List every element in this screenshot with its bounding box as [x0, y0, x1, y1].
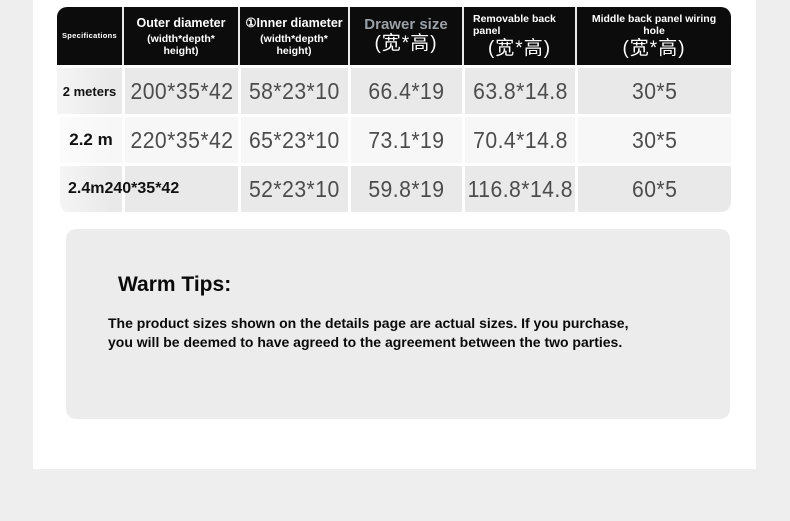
table-cell: 200*35*42 [122, 68, 238, 114]
column-header-sub: (宽*高) [487, 38, 552, 59]
cell-value: 220*35*42 [129, 126, 233, 153]
column-header-label: ①Inner diameter [245, 15, 343, 30]
table-row-spec-cell: 2 meters [57, 68, 122, 114]
column-header-label: Removable back panel [473, 13, 556, 37]
cell-value: 52*23*10 [249, 175, 340, 202]
cell-value: 63.8*14.8 [472, 77, 568, 104]
column-header-sub: (宽*高) [622, 38, 686, 59]
header-cell-inner-diameter: ①Inner diameter (width*depth* height) [238, 7, 348, 65]
column-header-label: Specifications [61, 31, 118, 40]
column-header-label: Outer diameter [136, 15, 226, 30]
table-cell: 59.8*19 [348, 166, 462, 212]
spec-label: 2.4m240*35*42 [60, 166, 179, 212]
table-row-spec-cell: 2.2 m [57, 117, 122, 163]
cell-value: 66.4*19 [368, 77, 445, 104]
column-header-sub: (宽*高) [374, 33, 438, 54]
cell-value: 70.4*14.8 [472, 126, 568, 153]
column-header-sub: (width*depth* height) [260, 32, 328, 57]
header-cell-wiring-hole: Middle back panel wiring hole (宽*高) [575, 7, 731, 65]
table-cell: 60*5 [575, 166, 731, 212]
table-cell: 30*5 [575, 68, 731, 114]
table-cell: 30*5 [575, 117, 731, 163]
warm-tips-title: Warm Tips: [118, 273, 232, 296]
cell-value: 65*23*10 [249, 126, 340, 153]
cell-value: 116.8*14.8 [467, 175, 573, 202]
column-header-sub: (width*depth* height) [147, 32, 215, 57]
column-header-label: Middle back panel wiring hole [591, 13, 717, 37]
header-cell-outer-diameter: Outer diameter (width*depth* height) [122, 7, 238, 65]
table-cell: 70.4*14.8 [462, 117, 575, 163]
cell-value: 30*5 [631, 77, 678, 104]
header-cell-removable-back-panel: Removable back panel (宽*高) [462, 7, 575, 65]
table-cell: 220*35*42 [122, 117, 238, 163]
cell-value: 73.1*19 [368, 126, 445, 153]
cell-value: 60*5 [631, 175, 678, 202]
spec-label: 2.2 m [60, 117, 122, 163]
table-row-spec-cell: 2.4m240*35*42 [57, 166, 179, 212]
spec-label: 2 meters [57, 68, 122, 114]
specification-table: Specifications Outer diameter (width*dep… [57, 7, 731, 212]
header-cell-specifications: Specifications [57, 7, 122, 65]
table-cell: 52*23*10 [238, 166, 348, 212]
warm-tips-body: The product sizes shown on the details p… [108, 315, 629, 350]
cell-value: 59.8*19 [368, 175, 445, 202]
cell-value: 58*23*10 [249, 77, 340, 104]
cell-value: 200*35*42 [129, 77, 233, 104]
table-cell: 63.8*14.8 [462, 68, 575, 114]
column-header-label: Drawer size [364, 16, 448, 33]
table-cell: 65*23*10 [238, 117, 348, 163]
warm-tips-box: Warm Tips: The product sizes shown on th… [66, 229, 730, 419]
table-cell: 58*23*10 [238, 68, 348, 114]
table-cell: 73.1*19 [348, 117, 462, 163]
table-cell: 116.8*14.8 [462, 166, 575, 212]
table-cell [122, 166, 238, 212]
table-cell: 66.4*19 [348, 68, 462, 114]
header-cell-drawer-size: Drawer size (宽*高) [348, 7, 462, 65]
cell-value: 30*5 [631, 126, 678, 153]
